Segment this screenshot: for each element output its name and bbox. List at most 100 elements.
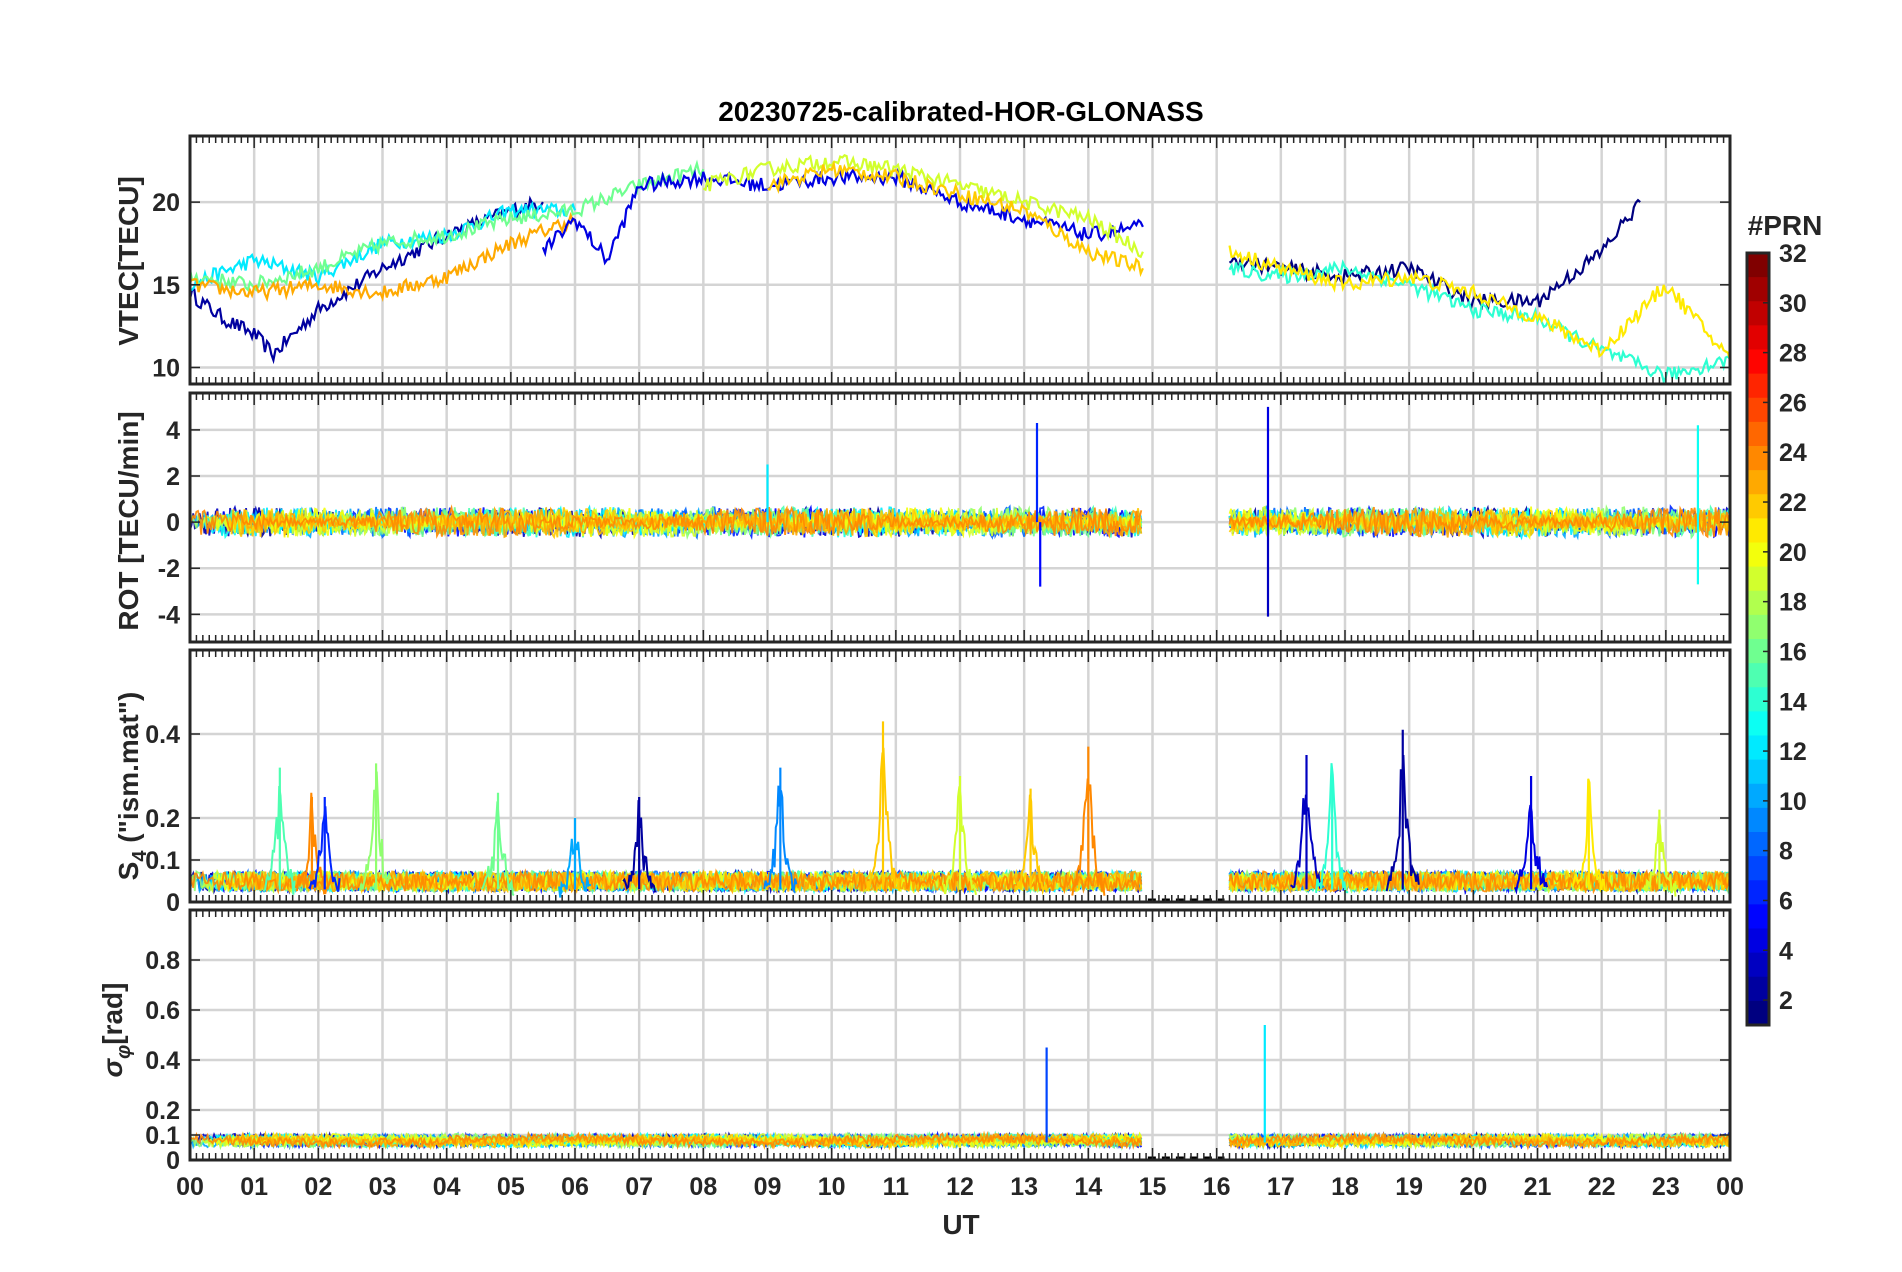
colorbar-swatch <box>1747 373 1769 399</box>
colorbar-swatch <box>1747 518 1769 544</box>
noise-trace-prn-24 <box>190 504 1143 540</box>
y-tick-label: 10 <box>152 354 180 382</box>
colorbar-swatch <box>1747 928 1769 954</box>
y-tick-label: 0.4 <box>145 1047 180 1075</box>
x-tick-label: 08 <box>689 1173 717 1201</box>
noise-trace-prn-24 <box>190 1130 1142 1151</box>
y-tick-label: 0 <box>166 889 180 917</box>
s4-panel: 0 0.1 0.2 0.4 <box>145 648 1732 917</box>
panel-frame <box>188 134 1732 386</box>
xlabel: UT <box>942 1209 979 1240</box>
colorbar-tick-label: 16 <box>1779 638 1807 666</box>
x-tick-label: 00 <box>176 1173 204 1201</box>
vtec-series-prn-23 <box>190 211 576 303</box>
s4-burst-prn-24 <box>295 792 328 895</box>
colorbar-swatch <box>1747 952 1769 978</box>
y-tick-label: -2 <box>158 555 180 583</box>
s4-burst-prn-21 <box>1571 778 1606 893</box>
colorbar-swatch <box>1747 711 1769 737</box>
colorbar-tick-label: 26 <box>1779 389 1807 417</box>
vtec-series-prn-4 <box>541 167 1144 266</box>
x-tick-label: 15 <box>1139 1173 1167 1201</box>
x-tick-label: 23 <box>1652 1173 1680 1201</box>
colorbar-swatch <box>1747 687 1769 712</box>
x-tick-label: 19 <box>1395 1173 1423 1201</box>
colorbar-swatch <box>1747 494 1769 519</box>
colorbar-swatch <box>1747 832 1769 857</box>
ylabel-s4: S4 ("ism.mat") <box>113 692 151 881</box>
vtec-series-prn-22 <box>767 160 1144 278</box>
colorbar-tick-label: 20 <box>1779 539 1807 567</box>
colorbar-swatch <box>1747 277 1769 302</box>
x-tick-label: 02 <box>304 1173 332 1201</box>
colorbar-tick-label: 18 <box>1779 589 1807 617</box>
y-tick-label: 20 <box>152 189 180 217</box>
colorbar-tick-label: 12 <box>1779 738 1807 766</box>
vtec-panel: 10 15 20 <box>152 134 1732 386</box>
colorbar-frame <box>1745 251 1771 1027</box>
colorbar-tick-label: 30 <box>1779 290 1807 318</box>
rot-panel: -4 -2 0 2 4 <box>158 391 1732 644</box>
y-tick-label: 0.4 <box>145 721 180 749</box>
panel-content <box>190 136 1730 384</box>
x-tick-labels: 00 01 02 03 04 05 06 07 08 09 10 11 12 13 14 15 16 17 18 19… <box>176 1173 1744 1201</box>
y-tick-label: 0.8 <box>145 947 180 975</box>
x-tick-label: 04 <box>433 1173 461 1201</box>
colorbar-tick-label: 8 <box>1779 838 1793 866</box>
x-tick-label: 12 <box>946 1173 974 1201</box>
colorbar-tick-label: 24 <box>1779 439 1807 467</box>
colorbar-swatch <box>1747 446 1769 471</box>
y-tick-label: 0.2 <box>145 805 180 833</box>
sigma-phi-panel: 00.10.2 0.4 0.6 0.8 <box>145 908 1732 1175</box>
x-tick-label: 03 <box>369 1173 397 1201</box>
colorbar-swatch <box>1747 421 1769 447</box>
colorbar-swatch <box>1747 639 1769 664</box>
colorbar-swatch <box>1747 566 1769 592</box>
colorbar-swatch <box>1747 397 1769 423</box>
x-tick-label: 14 <box>1074 1173 1102 1201</box>
colorbar-tick-label: 6 <box>1779 887 1793 915</box>
noise-trace-prn-19 <box>1228 505 1730 538</box>
colorbar-swatch <box>1747 542 1769 568</box>
colorbar-swatch <box>1747 301 1769 326</box>
x-tick-label: 10 <box>818 1173 846 1201</box>
ylabel-vtec: VTEC[TECU] <box>113 176 144 346</box>
y-tick-label: 4 <box>166 417 180 445</box>
colorbar-swatch <box>1747 663 1769 688</box>
y-tick-label: 0 <box>166 1147 180 1175</box>
colorbar-tick-label: 4 <box>1779 937 1793 965</box>
noise-trace-prn-24 <box>1228 1131 1730 1151</box>
ylabel-rot: ROT [TECU/min] <box>113 411 144 630</box>
y-tick-label: -4 <box>158 601 180 629</box>
panel-frame <box>188 648 1732 904</box>
x-tick-label: 00 <box>1716 1173 1744 1201</box>
colorbar-swatch <box>1747 1000 1769 1026</box>
colorbar-swatch <box>1747 880 1769 905</box>
colorbar-label: #PRN <box>1748 210 1823 241</box>
colorbar-swatch <box>1747 614 1769 640</box>
y-tick-label: 0.2 <box>145 1097 180 1125</box>
colorbar-tick-label: 22 <box>1779 489 1807 517</box>
x-tick-label: 06 <box>561 1173 589 1201</box>
x-tick-label: 21 <box>1524 1173 1552 1201</box>
panel-frame <box>188 391 1732 644</box>
colorbar-swatch <box>1747 807 1769 833</box>
colorbar-tick-label: 14 <box>1779 688 1807 716</box>
y-tick-label: 15 <box>152 272 180 300</box>
x-tick-label: 11 <box>883 1173 910 1201</box>
panel-content <box>190 393 1730 642</box>
x-tick-label: 07 <box>625 1173 653 1201</box>
y-tick-label: 0.1 <box>145 847 180 875</box>
y-tick-label: 0 <box>166 509 180 537</box>
colorbar-swatch <box>1747 976 1769 1002</box>
x-tick-label: 17 <box>1267 1173 1295 1201</box>
x-tick-label: 22 <box>1588 1173 1616 1201</box>
colorbar-swatch <box>1747 470 1769 495</box>
colorbar-swatch <box>1747 735 1769 761</box>
noise-trace-prn-24 <box>190 868 1143 895</box>
y-tick-label: 2 <box>166 463 180 491</box>
colorbar-swatch <box>1747 253 1769 278</box>
vtec-series-prn-19 <box>702 154 1144 259</box>
